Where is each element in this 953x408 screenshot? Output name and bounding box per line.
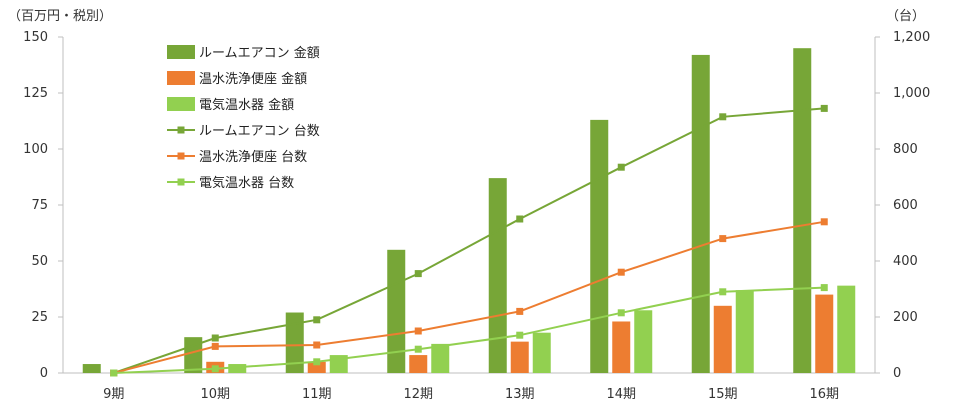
legend-swatch: [167, 97, 195, 111]
line-point-1: [821, 105, 828, 112]
right-axis-ticks: 1,200 1,000 800 600 400 200 0: [875, 30, 930, 381]
left-tick-label: 150: [23, 30, 48, 45]
line-point-2: [821, 218, 828, 225]
line-point-3: [719, 288, 726, 295]
right-tick-label: 800: [893, 142, 918, 157]
line-point-1: [415, 270, 422, 277]
line-point-3: [618, 309, 625, 316]
bar-3: [431, 344, 449, 373]
line-point-2: [313, 342, 320, 349]
left-axis-ticks: 150 125 100 75 50 25 0: [23, 30, 63, 381]
line-point-3: [516, 332, 523, 339]
bar-2: [409, 355, 427, 373]
x-tick-label: 10期: [200, 387, 230, 402]
legend-marker: [178, 153, 185, 160]
left-tick-label: 100: [23, 142, 48, 157]
x-tick-label: 13期: [505, 387, 535, 402]
line-point-3: [821, 284, 828, 291]
bar-3: [736, 290, 754, 373]
left-tick-label: 25: [31, 310, 48, 325]
right-tick-label: 1,000: [893, 86, 930, 101]
bar-1: [387, 250, 405, 373]
bar-2: [815, 295, 833, 373]
right-tick-label: 1,200: [893, 30, 930, 45]
line-point-1: [618, 164, 625, 171]
x-tick-label: 15期: [708, 387, 738, 402]
x-axis-labels: 9期 10期 11期 12期 13期 14期 15期 16期: [103, 387, 839, 402]
bar-3: [837, 286, 855, 373]
bar-1: [692, 55, 710, 373]
x-tick-label: 16期: [809, 387, 839, 402]
bar-1: [83, 364, 101, 373]
right-tick-label: 0: [893, 366, 901, 381]
left-tick-label: 125: [23, 86, 48, 101]
left-axis-unit-label: （百万円・税別）: [8, 9, 112, 24]
left-tick-label: 0: [40, 366, 48, 381]
legend-label: ルームエアコン 金額: [199, 45, 320, 61]
bar-3: [533, 333, 551, 373]
right-tick-label: 600: [893, 198, 918, 213]
bar-1: [489, 178, 507, 373]
legend-marker: [178, 179, 185, 186]
left-tick-label: 50: [31, 254, 48, 269]
line-point-1: [212, 335, 219, 342]
bar-1: [793, 48, 811, 373]
x-tick-label: 12期: [403, 387, 433, 402]
legend-swatch: [167, 45, 195, 59]
bar-3: [634, 310, 652, 373]
legend-label: 温水洗浄便座 台数: [199, 150, 307, 165]
legend-label: 電気温水器 金額: [199, 97, 294, 113]
legend-label: 温水洗浄便座 金額: [199, 71, 307, 87]
line-point-2: [212, 343, 219, 350]
line-point-2: [516, 308, 523, 315]
line-point-1: [719, 113, 726, 120]
bar-2: [612, 321, 630, 373]
x-tick-label: 14期: [606, 387, 636, 402]
line-point-2: [719, 235, 726, 242]
right-tick-label: 200: [893, 310, 918, 325]
line-point-1: [313, 316, 320, 323]
legend-marker: [178, 127, 185, 134]
x-tick-label: 11期: [302, 387, 332, 402]
bar-1: [590, 120, 608, 373]
legend-label: ルームエアコン 台数: [199, 124, 320, 139]
right-tick-label: 400: [893, 254, 918, 269]
bar-series-group: [83, 48, 856, 373]
right-axis-unit-label: （台）: [886, 9, 925, 24]
left-tick-label: 75: [31, 198, 48, 213]
legend-label: 電気温水器 台数: [199, 175, 294, 191]
line-point-3: [110, 370, 117, 377]
line-point-1: [516, 216, 523, 223]
line-point-3: [313, 358, 320, 365]
bar-2: [511, 342, 529, 373]
bar-2: [714, 306, 732, 373]
line-point-2: [415, 328, 422, 335]
line-point-3: [415, 346, 422, 353]
line-point-2: [618, 269, 625, 276]
legend-swatch: [167, 71, 195, 85]
line-point-3: [212, 365, 219, 372]
x-tick-label: 9期: [103, 387, 124, 402]
